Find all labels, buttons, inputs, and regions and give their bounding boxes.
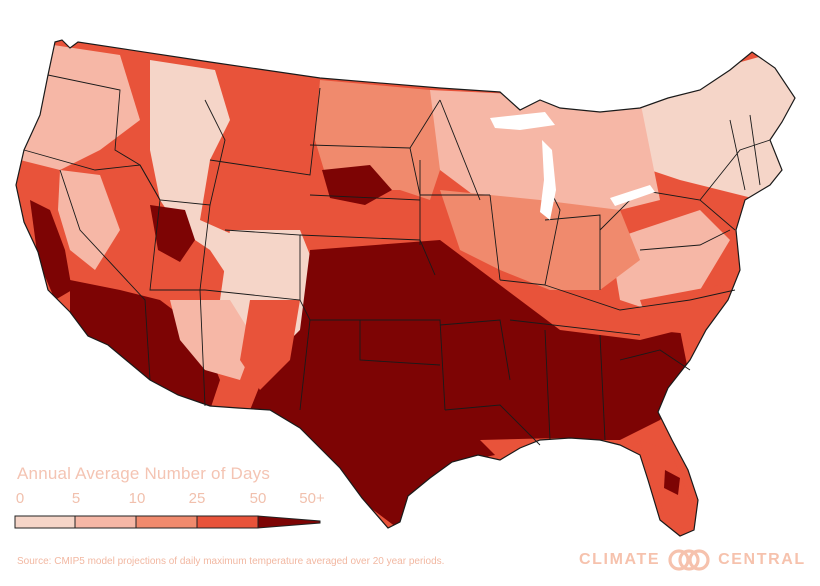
source-note: Source: CMIP5 model projections of daily… (17, 556, 445, 567)
zone-50plus-southwest (70, 280, 220, 410)
lake-michigan (540, 140, 556, 220)
zone-0-idaho-wyoming (150, 60, 320, 300)
zone-10-midwest (440, 190, 640, 290)
lake-erie (610, 185, 655, 206)
legend-tick: 0 (15, 490, 25, 507)
zone-50plus-south-dakota (322, 165, 392, 205)
brand-left-word: CLIMATE (579, 551, 661, 568)
state-borders (15, 39, 796, 537)
legend-bin-3 (196, 515, 259, 529)
legend-title: Annual Average Number of Days (17, 464, 271, 483)
lake-superior (490, 112, 555, 130)
legend-bin-2 (135, 515, 198, 529)
lakes (490, 112, 655, 220)
zone-25-new-mexico (240, 300, 300, 390)
legend-ticks: 0 5 10 25 50 50+ (0, 490, 360, 512)
zone-50plus-south-central (250, 240, 690, 530)
zone-5-great-lakes (425, 90, 660, 220)
legend-bin-0 (14, 515, 76, 529)
legend-color-bar (14, 515, 321, 529)
legend-tick: 50 (249, 490, 267, 507)
zone-50plus-central-valley (30, 200, 72, 300)
zone-25-gulf-coast (480, 438, 640, 460)
zone-10-arizona-highlands (170, 300, 255, 380)
zone-0-sierra (58, 170, 120, 270)
legend-tick: 25 (188, 490, 206, 507)
zone-50plus-south-florida (664, 470, 680, 495)
legend-tick: 5 (71, 490, 81, 507)
legend-bin-4-arrow (257, 515, 321, 529)
zone-5-pacific-nw (20, 40, 140, 170)
brand-right-word: CENTRAL (718, 551, 806, 568)
legend-tick: 50+ (299, 490, 325, 507)
climate-central-rings-icon (668, 549, 710, 571)
zone-50plus-great-basin (150, 205, 195, 262)
climate-central-logo: CLIMATE CENTRAL (579, 549, 806, 571)
zone-10-appalachia (610, 210, 730, 310)
legend-bin-1 (74, 515, 137, 529)
legend-tick: 10 (128, 490, 146, 507)
